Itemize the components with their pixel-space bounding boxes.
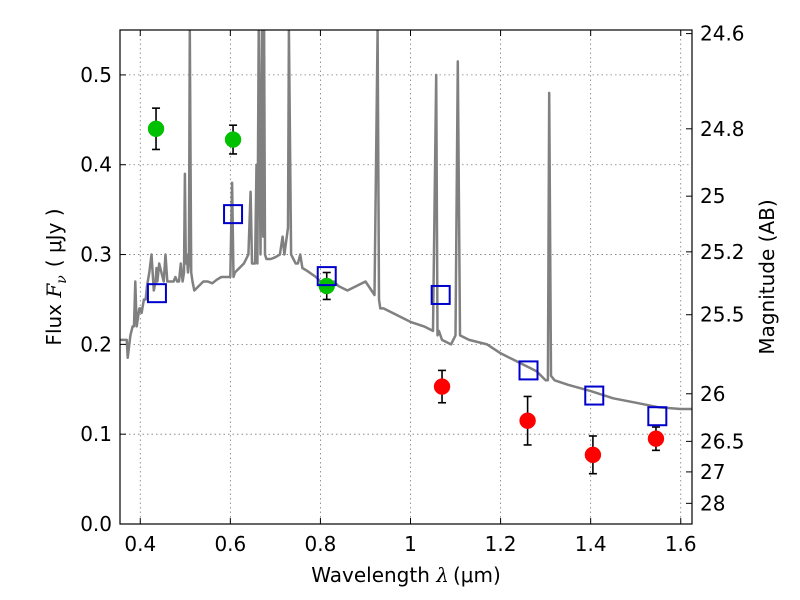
data-point-circle	[647, 430, 665, 447]
data-point-circle	[224, 131, 242, 148]
model-square-marker	[223, 204, 244, 225]
y2-axis-ticks: 24.6 24.8 25 25.2 25.5 26 26.5 27 28	[686, 22, 745, 515]
y2-axis-title: Magnitude (AB)	[755, 199, 779, 354]
model-square-marker	[316, 266, 337, 287]
spectrum-line	[120, 30, 692, 411]
model-square-marker	[647, 406, 668, 427]
x-tick-label: 1.4	[575, 532, 607, 556]
x-axis-title-prefix: Wavelength	[311, 563, 436, 587]
y2-tick-label: 26	[700, 382, 725, 406]
x-tick-label: 0.4	[124, 532, 156, 556]
plot-frame	[119, 29, 693, 525]
y-tick-label: 0.3	[80, 243, 112, 267]
x-tick-label: 1	[404, 532, 417, 556]
model-square-marker	[518, 360, 539, 381]
data-point-circle	[147, 120, 165, 138]
x-axis-ticks: 0.4 0.6 0.8 1 1.2 1.4 1.6	[124, 30, 697, 556]
y-axis-title: Flux Fν ( μJy )	[42, 208, 70, 345]
x-axis-title: Wavelength λ (μm)	[311, 563, 501, 587]
y-axis-title-unit: ( μJy )	[42, 208, 66, 267]
y-tick-label: 0.2	[80, 332, 112, 356]
spectrum-layer	[120, 30, 692, 411]
x-tick-label: 1.2	[485, 532, 517, 556]
y-axis-title-symbol: F	[42, 283, 66, 299]
y2-tick-label: 26.5	[700, 429, 745, 453]
x-axis-title-symbol: λ	[435, 563, 449, 587]
y2-tick-label: 28	[700, 491, 725, 515]
x-tick-label: 0.6	[214, 532, 246, 556]
y2-tick-label: 25.2	[700, 240, 745, 264]
data-point-circle	[433, 378, 451, 395]
y2-tick-label: 24.6	[700, 22, 745, 46]
data-point-circle	[519, 412, 536, 429]
y-tick-label: 0.5	[80, 63, 112, 87]
model-square-marker	[430, 284, 451, 305]
y-axis-title-prefix: Flux	[42, 298, 66, 346]
y2-tick-label: 25	[700, 184, 725, 208]
y-tick-label: 0.4	[80, 153, 112, 177]
grid-lines	[120, 30, 692, 525]
model-square-marker	[146, 283, 167, 304]
y-tick-label: 0.1	[80, 422, 112, 446]
y-axis-ticks: 0.0 0.1 0.2 0.3 0.4 0.5	[80, 63, 126, 536]
y-axis-title-subscript: ν	[54, 275, 70, 284]
y2-tick-label: 24.8	[700, 117, 745, 141]
model-square-marker	[584, 385, 605, 406]
x-tick-label: 0.8	[305, 532, 337, 556]
y2-tick-label: 25.5	[700, 303, 745, 327]
x-axis-title-unit: (μm)	[453, 563, 501, 587]
x-tick-label: 1.6	[665, 532, 697, 556]
y2-tick-label: 27	[700, 460, 725, 484]
data-point-circle	[584, 446, 602, 464]
y-tick-label: 0.0	[80, 512, 112, 536]
markers-layer	[146, 107, 668, 475]
